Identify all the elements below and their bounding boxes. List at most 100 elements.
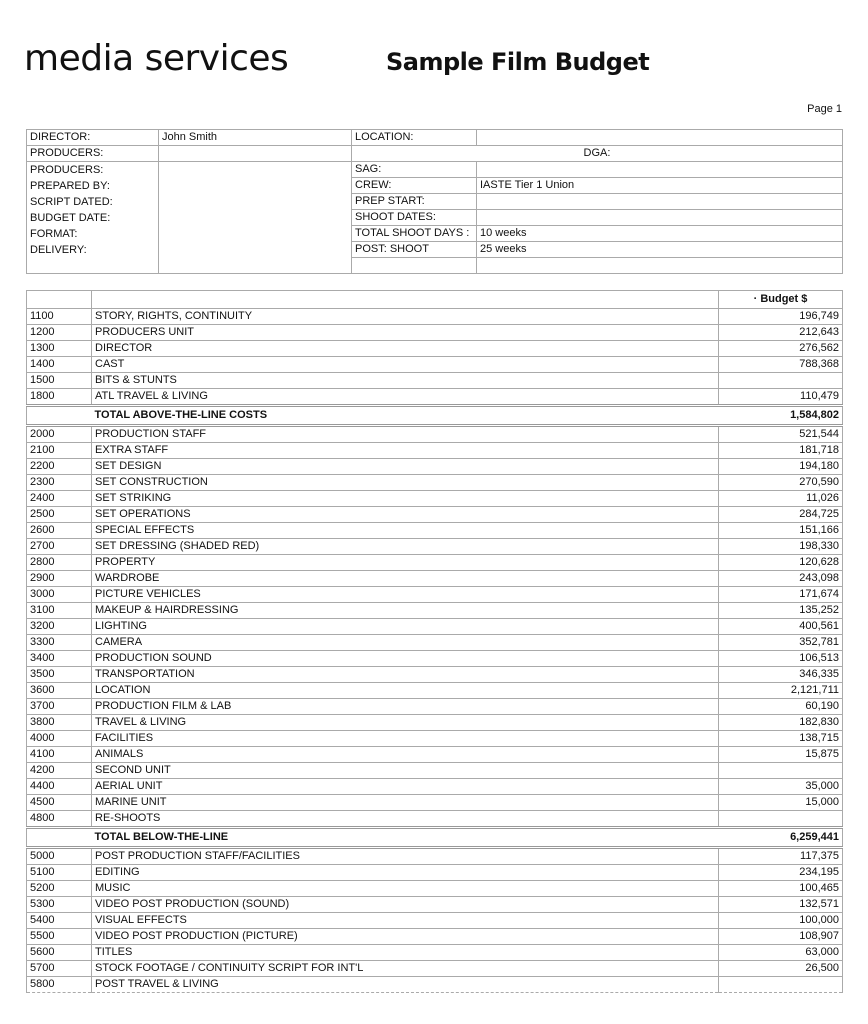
table-row: 5600 TITLES 63,000 xyxy=(26,944,843,961)
account-code: 1500 xyxy=(26,372,92,389)
budget-header-row: · Budget $ xyxy=(26,290,843,309)
account-code: 2600 xyxy=(26,522,92,539)
table-row: 2000 PRODUCTION STAFF 521,544 xyxy=(26,425,843,443)
account-description: MARINE UNIT xyxy=(91,794,719,811)
budget-table: · Budget $ 1100 STORY, RIGHTS, CONTINUITY… xyxy=(26,290,843,993)
info-value xyxy=(476,257,843,274)
info-label xyxy=(351,257,477,274)
table-row: 1400 CAST 788,368 xyxy=(26,356,843,373)
budget-amount: 352,781 xyxy=(718,634,843,651)
account-code: 5100 xyxy=(26,864,92,881)
account-code: 5200 xyxy=(26,880,92,897)
budget-amount: 171,674 xyxy=(718,586,843,603)
budget-amount: 106,513 xyxy=(718,650,843,667)
budget-amount: 100,465 xyxy=(718,880,843,897)
table-row: 2200 SET DESIGN 194,180 xyxy=(26,458,843,475)
left-values-cell xyxy=(158,161,352,274)
table-row: 3500 TRANSPORTATION 346,335 xyxy=(26,666,843,683)
account-description: TRANSPORTATION xyxy=(91,666,719,683)
account-description: TOTAL ABOVE-THE-LINE COSTS xyxy=(91,404,719,427)
table-row: 5400 VISUAL EFFECTS 100,000 xyxy=(26,912,843,929)
table-row: 5500 VIDEO POST PRODUCTION (PICTURE) 108,9… xyxy=(26,928,843,945)
account-description: FACILITIES xyxy=(91,730,719,747)
table-row: 4400 AERIAL UNIT 35,000 xyxy=(26,778,843,795)
account-description: POST PRODUCTION STAFF/FACILITIES xyxy=(91,847,719,865)
budget-amount: 135,252 xyxy=(718,602,843,619)
table-row: 5000 POST PRODUCTION STAFF/FACILITIES 117,… xyxy=(26,847,843,865)
account-code: 3400 xyxy=(26,650,92,667)
info-value: 25 weeks xyxy=(476,241,843,258)
account-description: WARDROBE xyxy=(91,570,719,587)
budget-amount: 100,000 xyxy=(718,912,843,929)
account-description: MAKEUP & HAIRDRESSING xyxy=(91,602,719,619)
budget-amount: 182,830 xyxy=(718,714,843,731)
account-code xyxy=(26,404,92,427)
production-info-table: DIRECTOR: John Smith LOCATION: PRODUCERS… xyxy=(26,129,843,274)
account-description: CAST xyxy=(91,356,719,373)
account-description: SET DRESSING (SHADED RED) xyxy=(91,538,719,555)
budget-amount: 117,375 xyxy=(718,847,843,865)
account-code: 4100 xyxy=(26,746,92,763)
info-value: 10 weeks xyxy=(476,225,843,242)
account-code: 4500 xyxy=(26,794,92,811)
budget-amount: 788,368 xyxy=(718,356,843,373)
budget-amount xyxy=(718,762,843,779)
account-description: PRODUCTION STAFF xyxy=(91,425,719,443)
table-row: 5200 MUSIC 100,465 xyxy=(26,880,843,897)
budget-amount: 138,715 xyxy=(718,730,843,747)
table-row: 3800 TRAVEL & LIVING 182,830 xyxy=(26,714,843,731)
account-description: BITS & STUNTS xyxy=(91,372,719,389)
table-row: 4000 FACILITIES 138,715 xyxy=(26,730,843,747)
account-code: 1100 xyxy=(26,308,92,325)
account-description: VIDEO POST PRODUCTION (SOUND) xyxy=(91,896,719,913)
account-description: DIRECTOR xyxy=(91,340,719,357)
account-code: 2100 xyxy=(26,442,92,459)
left-label: FORMAT: xyxy=(30,228,78,240)
account-description: CAMERA xyxy=(91,634,719,651)
account-code: 3800 xyxy=(26,714,92,731)
budget-amount: 196,749 xyxy=(718,308,843,325)
description-header xyxy=(91,290,719,309)
account-code: 3300 xyxy=(26,634,92,651)
left-label: BUDGET DATE: xyxy=(30,212,111,224)
account-description: LIGHTING xyxy=(91,618,719,635)
account-description: STORY, RIGHTS, CONTINUITY xyxy=(91,308,719,325)
budget-amount: 132,571 xyxy=(718,896,843,913)
account-code: 2800 xyxy=(26,554,92,571)
director-value: John Smith xyxy=(158,129,352,146)
table-row: 2100 EXTRA STAFF 181,718 xyxy=(26,442,843,459)
account-description: TRAVEL & LIVING xyxy=(91,714,719,731)
budget-amount: 194,180 xyxy=(718,458,843,475)
account-code: 2200 xyxy=(26,458,92,475)
left-label: PREPARED BY: xyxy=(30,180,110,192)
budget-amount: 26,500 xyxy=(718,960,843,977)
table-row: 3000 PICTURE VEHICLES 171,674 xyxy=(26,586,843,603)
table-row: 5700 STOCK FOOTAGE / CONTINUITY SCRIPT FO… xyxy=(26,960,843,977)
account-code: 3600 xyxy=(26,682,92,699)
table-row: 4500 MARINE UNIT 15,000 xyxy=(26,794,843,811)
account-code: 5700 xyxy=(26,960,92,977)
account-code: 3100 xyxy=(26,602,92,619)
account-code: 5800 xyxy=(26,976,92,993)
account-description: LOCATION xyxy=(91,682,719,699)
budget-amount: 284,725 xyxy=(718,506,843,523)
left-label: SCRIPT DATED: xyxy=(30,196,113,208)
budget-amount: 6,259,441 xyxy=(718,826,843,849)
account-code: 1800 xyxy=(26,388,92,406)
account-description: PRODUCTION SOUND xyxy=(91,650,719,667)
table-row: 3400 PRODUCTION SOUND 106,513 xyxy=(26,650,843,667)
budget-amount: 1,584,802 xyxy=(718,404,843,427)
account-description: TOTAL BELOW-THE-LINE xyxy=(91,826,719,849)
budget-amount: 346,335 xyxy=(718,666,843,683)
account-code: 1300 xyxy=(26,340,92,357)
table-row: 1100 STORY, RIGHTS, CONTINUITY 196,749 xyxy=(26,308,843,325)
table-row: 2500 SET OPERATIONS 284,725 xyxy=(26,506,843,523)
budget-amount: 181,718 xyxy=(718,442,843,459)
producers-value xyxy=(158,145,352,162)
account-description: STOCK FOOTAGE / CONTINUITY SCRIPT FOR IN… xyxy=(91,960,719,977)
left-labels-cell: PRODUCERS: PREPARED BY: SCRIPT DATED: BU… xyxy=(26,161,159,274)
dga-label: DGA: xyxy=(351,145,843,162)
account-code: 4000 xyxy=(26,730,92,747)
budget-amount: 234,195 xyxy=(718,864,843,881)
account-description: SET OPERATIONS xyxy=(91,506,719,523)
